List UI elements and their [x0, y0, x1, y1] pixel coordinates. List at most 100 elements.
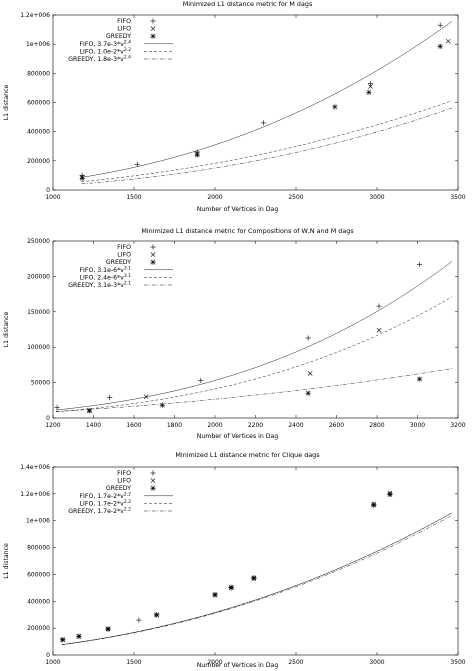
legend-marker: [150, 485, 156, 491]
legend-label: LIFO, 1.0e-2*v2.2: [80, 47, 132, 56]
legend-marker: [150, 478, 156, 483]
legend-label: FIFO, 3.7e-3*v2.4: [80, 39, 132, 48]
data-point-lifo: [307, 371, 313, 376]
legend-label: LIFO: [117, 478, 131, 485]
x-tick-label: 2200: [248, 422, 263, 429]
y-tick-label: 400000: [27, 129, 50, 136]
data-point-greedy: [416, 376, 423, 382]
data-point-lifo: [445, 38, 451, 44]
legend-label: FIFO, 3.1e-6*v3.1: [80, 265, 132, 274]
legend-marker: [150, 244, 156, 250]
legend-marker: [150, 26, 156, 31]
chart-panel-1: Minimized L1 distance metric for M dags 1…: [3, 0, 466, 213]
x-tick-label: 1000: [45, 194, 60, 201]
data-point-greedy: [371, 502, 377, 508]
data-point-fifo: [416, 261, 423, 267]
x-tick-label: 1200: [45, 422, 60, 429]
chart-panel-3: Minimized L1 distance metric for Clique …: [3, 451, 466, 669]
x-tick-label: 1000: [45, 659, 60, 666]
data-point-fifo: [134, 161, 140, 168]
fit-curve-3: [81, 107, 453, 185]
y-tick-label: 200000: [27, 625, 50, 632]
legend-label: LIFO: [117, 26, 131, 33]
legend-label: GREEDY: [106, 33, 131, 40]
legend-marker: [150, 470, 156, 476]
fit-curve-1: [61, 512, 453, 645]
x-tick-label: 3000: [410, 422, 425, 429]
x-tick-label: 2600: [329, 422, 344, 429]
data-point-fifo: [437, 22, 443, 28]
y-tick-label: 800000: [27, 70, 50, 77]
legend-label: LIFO: [117, 252, 131, 259]
data-point-greedy: [251, 575, 257, 582]
y-tick-label: 250000: [27, 238, 50, 245]
data-point-greedy: [332, 104, 338, 110]
y-tick-label: 200000: [27, 158, 50, 165]
x-tick-label: 2000: [207, 659, 222, 666]
data-point-lifo: [376, 327, 382, 333]
x-tick-label: 3000: [369, 659, 384, 666]
legend-label: FIFO: [117, 470, 131, 477]
data-point-fifo: [136, 617, 142, 623]
chart-title: Minimized L1 distance metric for M dags: [183, 0, 313, 8]
data-point-lifo: [143, 394, 149, 400]
y-axis-title: L1 distance: [3, 543, 10, 579]
legend-label: LIFO, 1.7e-2*v2.2: [80, 499, 132, 508]
chart-title: Minimized L1 distance metric for Clique …: [175, 451, 320, 459]
legend-marker: [150, 33, 156, 39]
data-point-greedy: [212, 592, 218, 598]
x-tick-label: 2000: [207, 194, 222, 201]
y-tick-label: 400000: [27, 598, 50, 605]
data-point-fifo: [367, 80, 374, 87]
data-point-greedy: [76, 633, 82, 640]
x-tick-label: 2400: [288, 422, 303, 429]
data-point-greedy: [366, 89, 372, 95]
fit-curve-2: [61, 512, 453, 645]
data-point-greedy: [437, 43, 443, 49]
legend-label: GREEDY, 3.1e-3*v2.1: [68, 281, 131, 290]
legend-label: GREEDY: [106, 485, 131, 492]
data-point-greedy: [86, 408, 93, 414]
x-tick-label: 1800: [167, 422, 182, 429]
y-tick-label: 1.2e+006: [20, 12, 50, 19]
y-tick-label: 0: [46, 415, 50, 422]
y-axis-title: L1 distance: [3, 85, 10, 121]
legend-label: FIFO: [117, 244, 131, 251]
x-axis-title: Number of Vertices in Dag: [197, 206, 279, 213]
data-point-lifo: [368, 84, 373, 89]
y-tick-label: 600000: [27, 571, 50, 578]
legend-marker: [150, 18, 156, 24]
data-point-fifo: [54, 404, 60, 410]
data-point-greedy: [228, 585, 234, 591]
y-tick-label: 800000: [27, 545, 50, 552]
x-tick-label: 2000: [207, 422, 222, 429]
fit-curve-3: [61, 515, 453, 646]
y-axis-title: L1 distance: [3, 312, 10, 348]
y-tick-label: 1e+006: [26, 518, 50, 525]
legend-label: GREEDY, 1.8e-3*v2.4: [68, 55, 131, 64]
x-tick-label: 1400: [86, 422, 101, 429]
chart-panel-2: Minimized L1 distance metric for Composi…: [3, 227, 466, 440]
y-tick-label: 0: [46, 652, 50, 659]
x-tick-label: 2500: [288, 194, 303, 201]
plot-frame: [52, 466, 459, 656]
fit-curve-2: [56, 296, 453, 413]
x-tick-label: 1500: [126, 659, 141, 666]
x-tick-label: 3200: [450, 422, 465, 429]
data-point-greedy: [79, 175, 85, 181]
x-tick-label: 1600: [126, 422, 141, 429]
y-tick-label: 150000: [27, 309, 50, 316]
y-tick-label: 600000: [27, 100, 50, 107]
legend-label: FIFO, 1.7e-2*v2.2: [80, 491, 132, 500]
data-point-fifo: [107, 394, 113, 401]
y-tick-label: 1.4e+006: [20, 464, 50, 471]
legend-marker: [150, 252, 156, 257]
data-point-fifo: [198, 377, 204, 384]
data-point-fifo: [376, 303, 382, 309]
y-tick-label: 50000: [31, 380, 50, 387]
data-point-greedy: [194, 152, 200, 158]
